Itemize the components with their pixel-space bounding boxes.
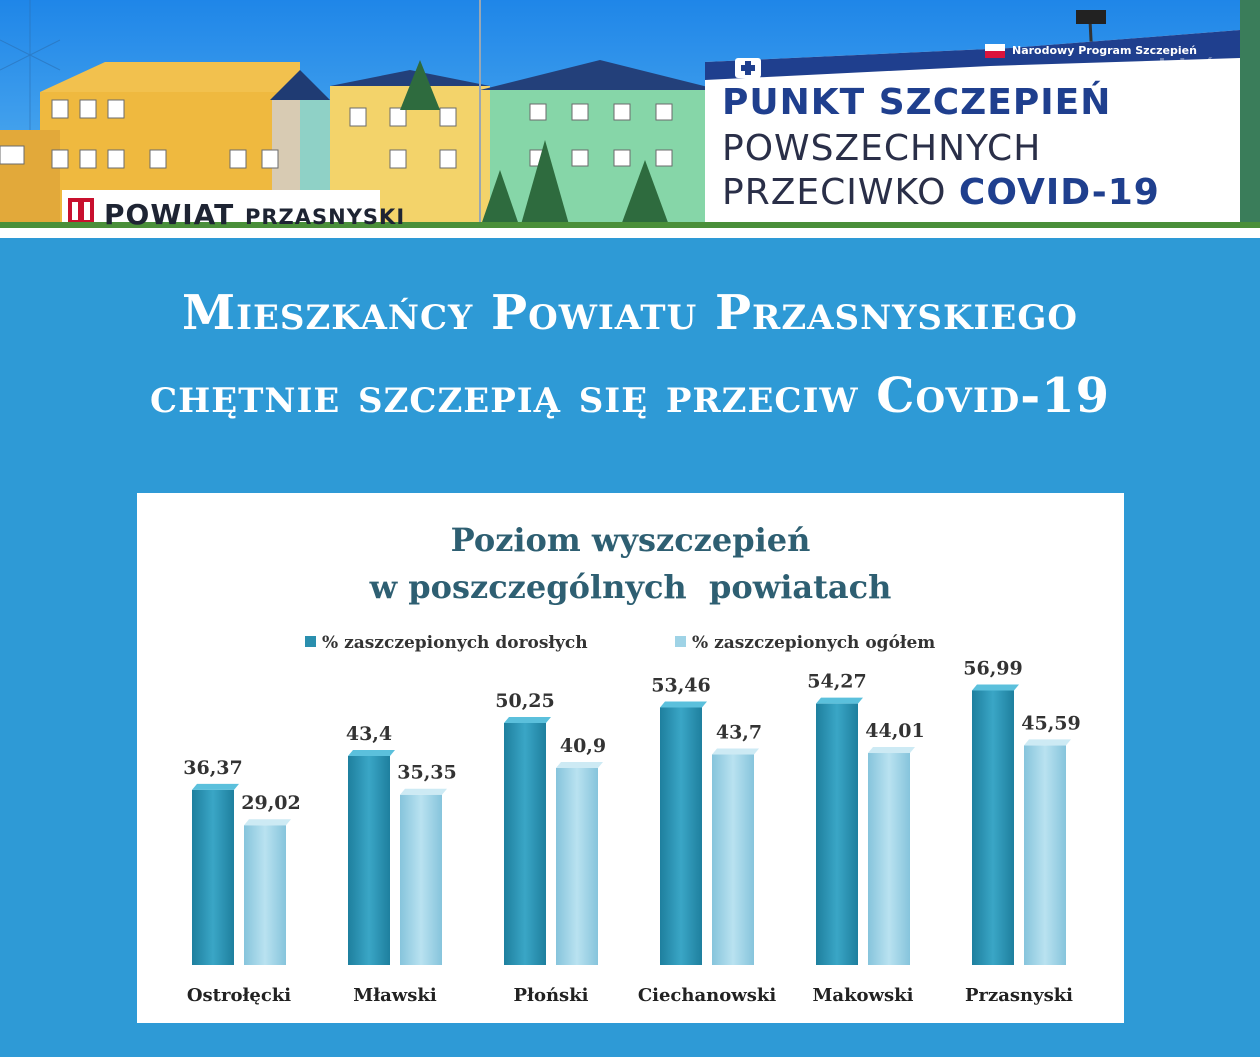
bar-total-3	[556, 767, 598, 965]
watermark: dzień	[1150, 56, 1217, 81]
data-label-adults-1: 36,37	[183, 757, 243, 779]
bar-cap-adults-3	[504, 716, 551, 723]
data-label-adults-5: 54,27	[807, 671, 867, 693]
powiat-logo: POWIAT PRZASNYSKI	[104, 198, 405, 228]
category-label-2: Mławski	[353, 985, 437, 1006]
sign-title: PUNKT SZCZEPIEŃ	[722, 82, 1112, 123]
banner-divider	[0, 228, 1260, 238]
powiat-logo-word2: PRZASNYSKI	[244, 205, 406, 228]
category-label-3: Płoński	[514, 985, 589, 1006]
bar-cap-adults-4	[660, 701, 707, 708]
data-label-total-5: 44,01	[865, 720, 925, 742]
bar-adults-3	[504, 722, 546, 965]
powiat-logo-word1: POWIAT	[104, 198, 235, 228]
chart-panel: Poziom wyszczepień w poszczególnych powi…	[137, 493, 1124, 1023]
chart-plot: 36,37 29,02 Ostrołęcki 43,435,35 Mławski 50,2…	[183, 657, 1081, 1006]
bar-cap-adults-5	[816, 697, 863, 704]
bar-total-4	[712, 754, 754, 965]
bar-cap-total-3	[556, 761, 603, 768]
bar-cap-total-6	[1024, 739, 1071, 746]
data-label-adults-3: 50,25	[495, 690, 555, 712]
chart-title-line2: w poszczególnych powiatach	[369, 568, 892, 606]
category-label-1: Ostrołęcki	[187, 985, 291, 1006]
legend-label-adults: % zaszczepionych dorosłych	[322, 633, 588, 653]
bar-adults-2	[348, 755, 390, 965]
data-label-total-1: 29,02	[241, 792, 301, 814]
data-label-adults-2: 43,4	[346, 723, 392, 745]
bar-adults-5	[816, 703, 858, 965]
sign-subtitle-covid: PRZECIWKO COVID-19	[722, 172, 1160, 213]
data-label-adults-4: 53,46	[651, 675, 711, 697]
photo-banner: Narodowy Program Szczepień PUNKT SZCZEPI…	[0, 0, 1260, 228]
data-label-total-3: 40,9	[560, 735, 606, 757]
bar-total-2	[400, 794, 442, 965]
legend-swatch-total	[675, 636, 686, 647]
bar-cap-adults-1	[192, 783, 239, 790]
bar-cap-total-1	[244, 819, 291, 826]
bar-cap-adults-6	[972, 684, 1019, 691]
bar-total-1	[244, 825, 286, 965]
data-label-total-4: 43,7	[716, 722, 762, 744]
category-label-5: Makowski	[812, 985, 913, 1006]
bar-cap-adults-2	[348, 749, 395, 756]
bar-cap-total-5	[868, 747, 915, 754]
data-label-adults-6: 56,99	[963, 657, 1023, 679]
headline-line1: Mieszkańcy Powiatu Przasnyskiego	[181, 285, 1078, 341]
bar-cap-total-4	[712, 748, 759, 755]
bar-adults-6	[972, 690, 1014, 965]
banner-illustration	[0, 0, 1260, 228]
bar-total-6	[1024, 745, 1066, 965]
sign-subtitle: POWSZECHNYCH	[722, 128, 1042, 169]
legend-item-adults: % zaszczepionych dorosłych	[305, 633, 588, 653]
legend-item-total: % zaszczepionych ogółem	[675, 633, 935, 653]
data-label-total-2: 35,35	[397, 762, 457, 784]
sign-program-label: Narodowy Program Szczepień	[1012, 44, 1197, 57]
bar-adults-1	[192, 789, 234, 965]
bar-cap-total-2	[400, 788, 447, 795]
category-label-6: Przasnyski	[965, 985, 1073, 1006]
chart-title-line1: Poziom wyszczepień	[450, 521, 811, 559]
legend-swatch-adults	[305, 636, 316, 647]
category-label-4: Ciechanowski	[638, 985, 777, 1006]
data-label-total-6: 45,59	[1021, 712, 1081, 734]
sign-covid: COVID-19	[958, 172, 1160, 213]
headline-line2: chętnie szczepią się przeciw Covid-19	[150, 368, 1110, 424]
sign-prefix: PRZECIWKO	[722, 172, 947, 213]
bar-adults-4	[660, 707, 702, 965]
bar-total-5	[868, 753, 910, 965]
legend-label-total: % zaszczepionych ogółem	[692, 633, 936, 653]
